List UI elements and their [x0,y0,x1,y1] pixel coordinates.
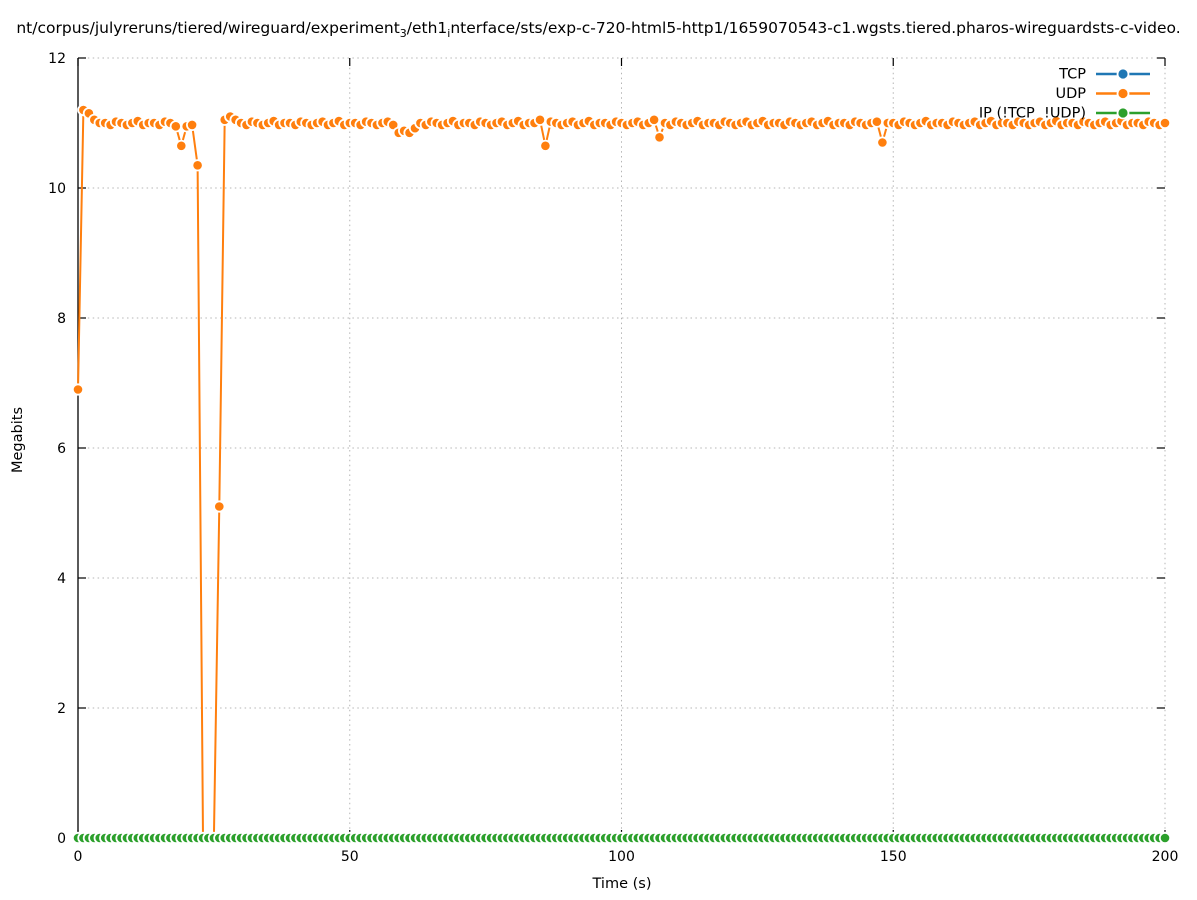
legend-entry-tcp: TCP [1058,67,1150,83]
x-axis-title: Time (s) [592,876,652,892]
legend-label-ip: IP (!TCP !UDP) [979,106,1086,122]
title-subscript-3: 3 [399,27,407,40]
data-point-marker [1158,116,1172,130]
data-point-marker [653,131,666,144]
y-tick-label: 10 [48,181,66,197]
y-tick-label: 0 [57,831,66,847]
data-point-marker [213,500,226,513]
title-text: /eth1 [406,19,448,37]
title-text: nt/corpus/julyreruns/tiered/wireguard/ex… [16,19,400,37]
y-axis-title: Megabits [10,407,26,473]
chart-title: nt/corpus/julyreruns/tiered/wireguard/ex… [16,20,1180,42]
data-point-marker [539,139,552,152]
y-tick-label: 6 [57,441,66,457]
data-point-marker [175,139,188,152]
legend-marker-udp [1116,87,1130,100]
y-tick-label: 4 [57,571,66,587]
data-point-marker [191,159,204,172]
legend-label-udp: UDP [1055,86,1086,102]
data-point-marker [647,113,661,126]
legend-marker-ip [1116,106,1130,120]
data-point-marker [876,136,889,149]
legend-label-tcp: TCP [1058,67,1086,83]
legend-marker-tcp [1116,67,1130,81]
x-tick-label: 50 [341,849,359,865]
title-text: nterface/sts/exp-c-720-html5-http1/16590… [450,19,1181,37]
x-tick-label: 100 [608,849,635,865]
legend-entry-ip: IP (!TCP !UDP) [979,106,1150,122]
y-tick-label: 2 [57,701,66,717]
x-tick-label: 0 [74,849,83,865]
data-point-marker [71,383,85,396]
legend-entry-udp: UDP [1055,86,1150,102]
title-subscript-i: i [447,27,451,40]
tick-labels: 0 50 100 150 200 0 2 4 6 8 10 12 [48,51,1178,865]
y-tick-label: 8 [57,311,66,327]
x-tick-label: 150 [880,849,907,865]
data-point-marker [186,118,199,132]
series-ip-tcp-udp- [71,831,1172,845]
y-tick-label: 12 [48,51,66,67]
series-udp [71,103,1172,845]
x-tick-label: 200 [1152,849,1179,865]
data-point-marker [1158,831,1172,845]
